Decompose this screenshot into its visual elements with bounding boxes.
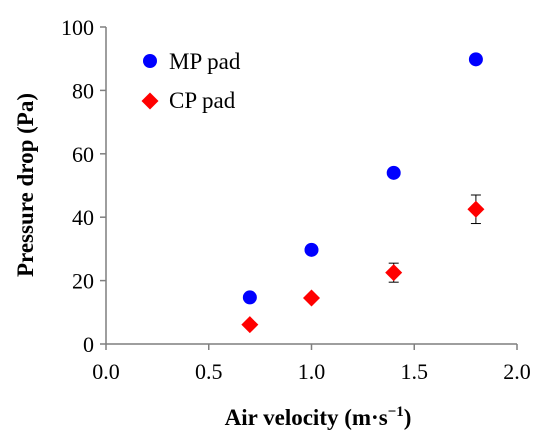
x-tick-label: 2.0 (503, 359, 531, 384)
x-tick-label: 1.5 (401, 359, 429, 384)
x-axis-title-close: ) (404, 405, 412, 430)
x-tick-label: 0.5 (195, 359, 223, 384)
y-tick-label: 0 (83, 332, 94, 357)
x-ticks: 0.0 0.5 1.0 1.5 2.0 (92, 344, 531, 384)
x-axis-title-main: Air velocity (m·s (225, 405, 388, 430)
mp-pad-point (304, 242, 319, 257)
x-axis-title-superscript: −1 (388, 404, 404, 420)
legend: MP pad CP pad (141, 49, 241, 113)
x-tick-label: 0.0 (92, 359, 120, 384)
mp-pad-point (242, 290, 257, 305)
y-tick-label: 40 (72, 205, 94, 230)
y-ticks: 0 20 40 60 80 100 (61, 15, 106, 357)
cp-pad-point (467, 200, 485, 218)
legend-mp-pad-label: MP pad (169, 49, 241, 74)
x-axis-title: Air velocity (m·s−1) (225, 404, 412, 430)
legend-mp-pad-marker (143, 54, 157, 68)
y-tick-label: 80 (72, 78, 94, 103)
y-tick-label: 100 (61, 15, 94, 40)
cp-pad-point (241, 316, 259, 334)
legend-cp-pad-label: CP pad (169, 88, 236, 113)
mp-pad-point (468, 52, 483, 67)
cp-pad-point (303, 289, 320, 307)
x-tick-label: 1.0 (298, 359, 326, 384)
y-tick-label: 60 (72, 142, 94, 167)
y-tick-label: 20 (72, 269, 94, 294)
cp-pad-point (385, 264, 403, 282)
data-marks (241, 52, 485, 334)
y-axis-title: Pressure drop (Pa) (13, 93, 38, 277)
legend-cp-pad-marker (141, 92, 159, 110)
mp-pad-point (386, 165, 401, 180)
